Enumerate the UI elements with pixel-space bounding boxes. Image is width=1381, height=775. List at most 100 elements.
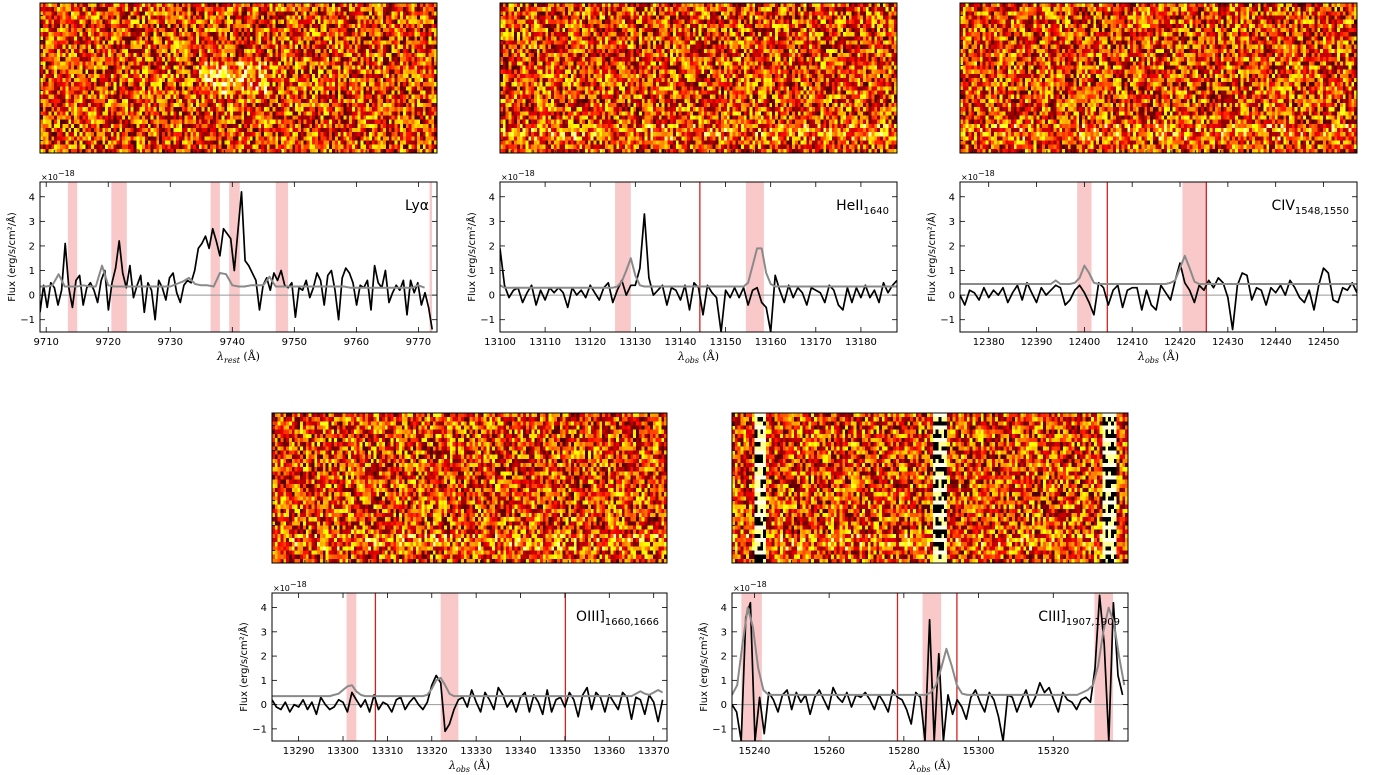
y-tick-label: −1 bbox=[252, 724, 267, 735]
image-frame bbox=[959, 2, 1358, 154]
x-tick-label: 12400 bbox=[1068, 337, 1100, 348]
x-axis-label-main: λ bbox=[908, 759, 916, 772]
x-tick-label: 15280 bbox=[888, 746, 920, 757]
x-tick-label: 15300 bbox=[963, 746, 995, 757]
line-label-sub: 1907,1909 bbox=[1066, 617, 1120, 628]
x-tick-label: 9770 bbox=[406, 337, 431, 348]
flux-spectrum-line bbox=[960, 262, 1357, 331]
mask-region bbox=[1094, 593, 1114, 741]
x-tick-label: 9730 bbox=[158, 337, 183, 348]
y-tick-label: 3 bbox=[949, 217, 955, 228]
line-label-main: HeII bbox=[836, 198, 863, 214]
spectrum-2d-image bbox=[40, 3, 437, 153]
x-tick-label: 13150 bbox=[710, 337, 742, 348]
x-axis-label-sub: obs bbox=[456, 765, 470, 774]
flux-exponent: −18 bbox=[518, 169, 535, 178]
flux-spectrum-line bbox=[272, 674, 664, 733]
y-tick-label: 3 bbox=[489, 217, 495, 228]
x-tick-label: 13320 bbox=[416, 746, 448, 757]
y-tick-label: 4 bbox=[949, 192, 955, 203]
mask-region bbox=[429, 182, 433, 332]
line-label: CIII]1907,1909 bbox=[1038, 609, 1120, 628]
x-tick-label: 12420 bbox=[1164, 337, 1196, 348]
y-tick-label: 2 bbox=[489, 241, 495, 252]
x-tick-label: 13310 bbox=[371, 746, 403, 757]
y-tick-label: 2 bbox=[261, 652, 267, 663]
flux-spectrum-line bbox=[500, 213, 897, 332]
plot-area bbox=[732, 593, 1128, 741]
line-label: Lyα bbox=[405, 198, 429, 214]
x-tick-label: 12380 bbox=[973, 337, 1005, 348]
mask-region bbox=[229, 182, 240, 332]
x-axis-label-main: λ bbox=[1137, 350, 1145, 363]
image-frame bbox=[39, 2, 438, 154]
mask-region bbox=[210, 182, 220, 332]
x-tick-label: 13360 bbox=[593, 746, 625, 757]
y-tick-label: 0 bbox=[261, 700, 267, 711]
spectrum-panel-3: 13290 13300 13310 13320 13330 13340 13350 13360… bbox=[237, 412, 670, 774]
x-tick-label: 9710 bbox=[33, 337, 58, 348]
line-label: HeII1640 bbox=[836, 198, 889, 217]
plot-area bbox=[40, 182, 437, 332]
plot-frame bbox=[499, 181, 898, 333]
mask-region bbox=[741, 593, 762, 741]
x-tick-label: 13170 bbox=[800, 337, 832, 348]
y-tick-label: −1 bbox=[20, 315, 35, 326]
x-tick-label: 12430 bbox=[1212, 337, 1244, 348]
mask-region bbox=[67, 182, 78, 332]
plot-area bbox=[500, 182, 897, 332]
mask-region bbox=[440, 593, 459, 741]
flux-exponent: −18 bbox=[750, 580, 767, 589]
x-tick-label: 12440 bbox=[1260, 337, 1292, 348]
x-tick-label: 12410 bbox=[1116, 337, 1148, 348]
x-tick-label: 15240 bbox=[739, 746, 771, 757]
error-spectrum-line bbox=[732, 606, 1126, 696]
y-tick-label: 1 bbox=[949, 266, 955, 277]
y-tick-label: 3 bbox=[29, 217, 35, 228]
y-tick-label: −1 bbox=[940, 315, 955, 326]
plot-frame bbox=[39, 181, 438, 333]
x-axis-label: λobs (Å) bbox=[448, 758, 490, 774]
y-tick-label: 2 bbox=[29, 241, 35, 252]
y-tick-label: 3 bbox=[261, 627, 267, 638]
x-tick-label: 9760 bbox=[344, 337, 369, 348]
x-tick-label: 13160 bbox=[755, 337, 787, 348]
x-tick-label: 9750 bbox=[282, 337, 307, 348]
x-axis-label-sub: obs bbox=[1145, 356, 1159, 365]
y-tick-label: 2 bbox=[721, 652, 727, 663]
line-label-sub: 1640 bbox=[864, 206, 889, 217]
y-tick-label: 4 bbox=[29, 192, 35, 203]
error-spectrum-line bbox=[960, 254, 1357, 285]
x-tick-label: 13130 bbox=[619, 337, 651, 348]
y-tick-label: 2 bbox=[949, 241, 955, 252]
y-tick-label: 0 bbox=[949, 291, 955, 302]
plot-area bbox=[960, 182, 1357, 332]
image-frame bbox=[731, 412, 1129, 564]
error-spectrum-line bbox=[500, 247, 897, 289]
x-tick-label: 13370 bbox=[638, 746, 670, 757]
x-axis-label-main: λ bbox=[677, 350, 685, 363]
x-axis-label: λobs (Å) bbox=[677, 349, 719, 365]
line-label-sub: 1548,1550 bbox=[1295, 206, 1349, 217]
x-tick-label: 12450 bbox=[1308, 337, 1340, 348]
x-tick-label: 12390 bbox=[1021, 337, 1053, 348]
image-frame bbox=[499, 2, 898, 154]
y-axis-label: Flux (erg/s/cm²/Å) bbox=[465, 212, 478, 302]
line-label: CIV1548,1550 bbox=[1271, 198, 1349, 217]
plot-area bbox=[272, 593, 667, 741]
y-tick-label: 1 bbox=[29, 266, 35, 277]
y-axis-label: Flux (erg/s/cm²/Å) bbox=[925, 212, 938, 302]
x-tick-label: 13340 bbox=[505, 746, 537, 757]
spectrum-panel-0: 9710 9720 9730 9740 9750 9760 9770 −1 0 1 2 3 4 ×10−1… bbox=[5, 2, 438, 365]
spectrum-2d-image bbox=[500, 3, 897, 153]
x-tick-label: 15320 bbox=[1037, 746, 1069, 757]
x-axis-label: λobs (Å) bbox=[908, 758, 950, 774]
y-tick-label: 1 bbox=[721, 676, 727, 687]
plot-frame bbox=[731, 592, 1129, 742]
x-tick-label: 9740 bbox=[220, 337, 245, 348]
y-tick-label: −1 bbox=[480, 315, 495, 326]
flux-multiplier: ×10−18 bbox=[961, 169, 995, 182]
x-axis-label-main: λ bbox=[216, 350, 224, 363]
mask-region bbox=[111, 182, 127, 332]
